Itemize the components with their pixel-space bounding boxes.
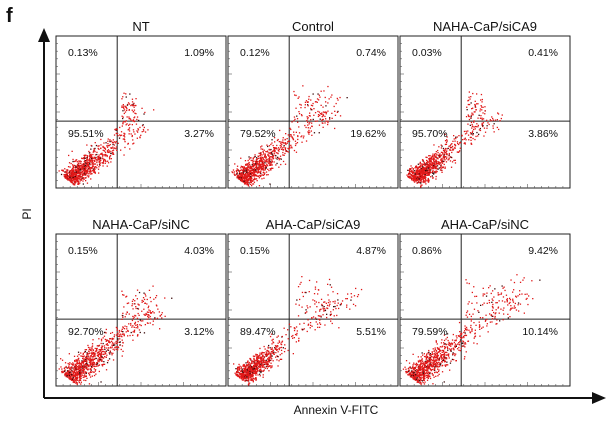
quadrant-lr-label: 3.86% (528, 128, 558, 140)
quadrant-ur-label: 0.74% (356, 47, 386, 59)
quadrant-ll-label: 89.47% (240, 326, 276, 338)
quadrant-ul-label: 0.86% (412, 245, 442, 257)
quadrant-ll-label: 95.51% (68, 128, 104, 140)
panel-4: NAHA-CaP/siNC 0.15% 4.03% 92.70% 3.12% (55, 217, 227, 387)
scatter-dots (58, 285, 173, 385)
panel-1: NT 0.13% 1.09% 95.51% 3.27% (55, 19, 227, 189)
quadrant-lr-label: 10.14% (522, 326, 558, 338)
quadrant-ul-label: 0.12% (240, 47, 270, 59)
panel-title: NAHA-CaP/siCA9 (433, 19, 537, 34)
panel-6: AHA-CaP/siNC 0.86% 9.42% 79.59% 10.14% (399, 217, 571, 387)
quadrant-ul-label: 0.15% (68, 245, 98, 257)
panel-3: NAHA-CaP/siCA9 0.03% 0.41% 95.70% 3.86% (399, 19, 571, 189)
quadrant-lr-label: 19.62% (350, 128, 386, 140)
quadrant-ur-label: 4.87% (356, 245, 386, 257)
panel-ticks (228, 43, 392, 188)
scatter-dots (233, 276, 363, 386)
panel-5: AHA-CaP/siCA9 0.15% 4.87% 89.47% 5.51% (227, 217, 399, 387)
scatter-dots (231, 85, 348, 187)
quadrant-ur-label: 4.03% (184, 245, 214, 257)
quadrant-lr-label: 3.12% (184, 326, 214, 338)
panel-ticks (228, 241, 392, 386)
panel-2: Control 0.12% 0.74% 79.52% 19.62% (227, 19, 399, 189)
panel-title: AHA-CaP/siNC (441, 217, 529, 232)
y-axis-label: PI (20, 208, 34, 219)
quadrant-ll-label: 95.70% (412, 128, 448, 140)
panel-title: NT (132, 19, 149, 34)
panel-label: f (6, 5, 13, 27)
quadrant-ll-label: 79.59% (412, 326, 448, 338)
quadrant-ll-label: 79.52% (240, 128, 276, 140)
quadrant-lr-label: 3.27% (184, 128, 214, 140)
x-axis-label: Annexin V-FITC (294, 403, 379, 417)
quadrant-ul-label: 0.13% (68, 47, 98, 59)
quadrant-ul-label: 0.15% (240, 245, 270, 257)
scatter-dots (406, 91, 503, 188)
quadrant-ul-label: 0.03% (412, 47, 442, 59)
x-axis-arrow (592, 392, 606, 404)
y-axis-arrow (38, 28, 50, 42)
quadrant-lr-label: 5.51% (356, 326, 386, 338)
scatter-dots (58, 92, 155, 186)
panel-ticks (400, 43, 564, 188)
quadrant-ll-label: 92.70% (68, 326, 104, 338)
main-axes (38, 28, 606, 404)
panel-title: Control (292, 19, 334, 34)
panel-ticks (56, 43, 220, 188)
panel-ticks (56, 241, 220, 386)
quadrant-ur-label: 1.09% (184, 47, 214, 59)
quadrant-ur-label: 0.41% (528, 47, 558, 59)
panel-title: NAHA-CaP/siNC (92, 217, 190, 232)
panels-group: NT 0.13% 1.09% 95.51% 3.27% Control 0.12% 0.74%… (55, 19, 571, 387)
quadrant-ur-label: 9.42% (528, 245, 558, 257)
scatter-dots (402, 274, 541, 385)
panel-title: AHA-CaP/siCA9 (266, 217, 361, 232)
